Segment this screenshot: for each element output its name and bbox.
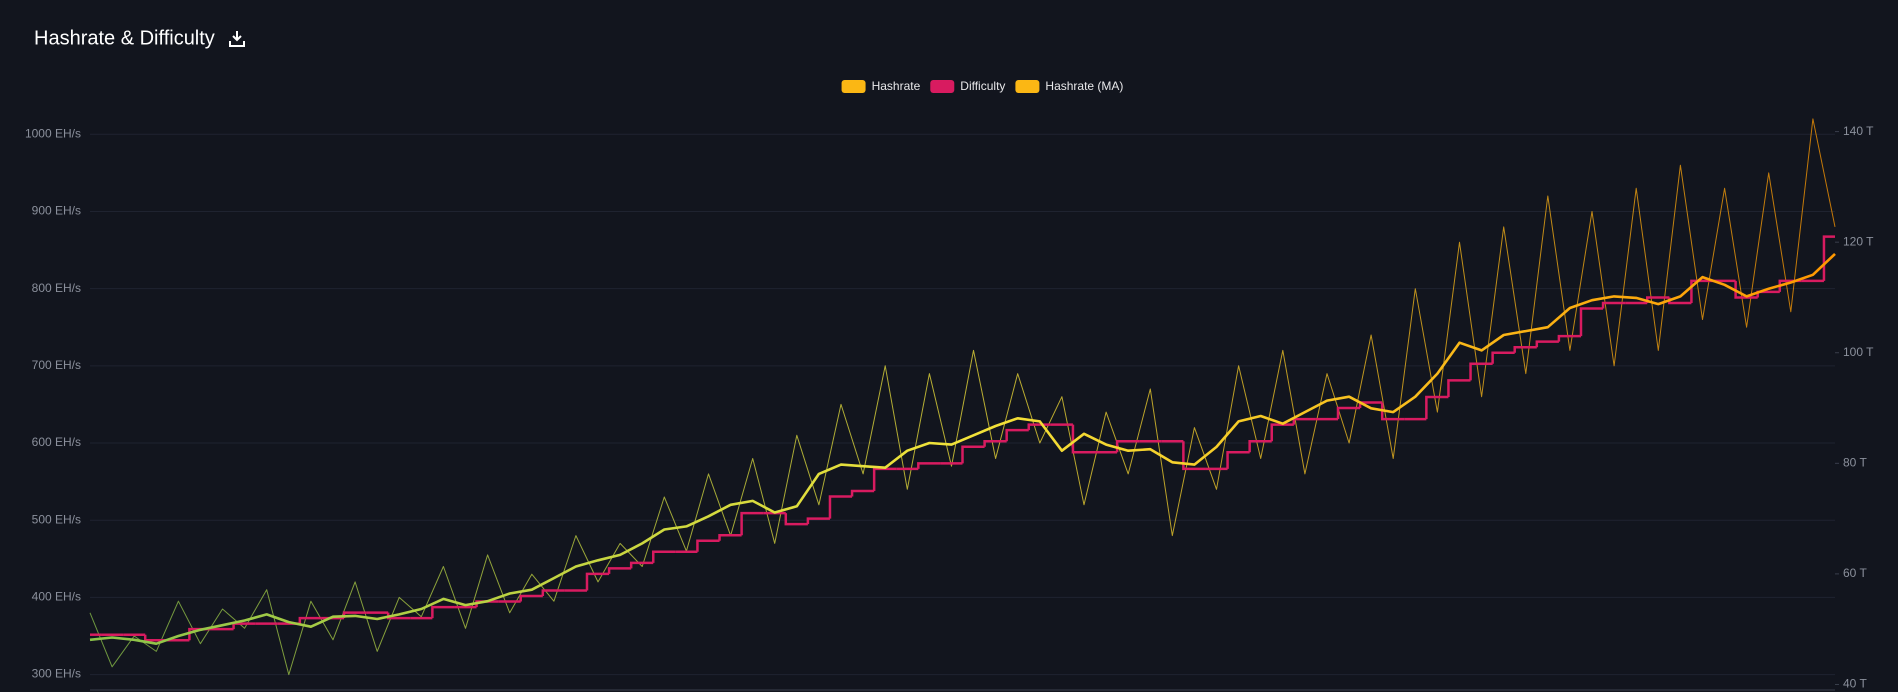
difficulty-step <box>1005 428 1029 442</box>
difficulty-step <box>850 489 875 497</box>
chart-title: Hashrate & Difficulty <box>34 27 215 49</box>
difficulty-step <box>475 600 499 608</box>
y2-tick-label: 140 T <box>1843 124 1874 138</box>
difficulty-step <box>1557 334 1581 342</box>
difficulty-step <box>1248 439 1272 453</box>
difficulty-step <box>806 517 830 525</box>
difficulty-step <box>1380 402 1405 421</box>
legend: Hashrate Difficulty Hashrate (MA) <box>841 79 1123 93</box>
difficulty-step <box>1513 345 1537 353</box>
y-tick-label: 300 EH/s <box>32 667 81 681</box>
difficulty-step <box>1447 379 1471 397</box>
difficulty-step <box>1270 423 1294 442</box>
difficulty-step <box>607 567 632 574</box>
difficulty-step <box>386 612 411 620</box>
difficulty-step <box>872 467 897 491</box>
y2-tick-label: 60 T <box>1843 566 1867 580</box>
legend-label: Difficulty <box>960 79 1005 93</box>
line-2 <box>89 252 1836 645</box>
difficulty-step <box>828 495 853 519</box>
y-tick-label: 700 EH/s <box>32 358 81 372</box>
y-tick-label: 800 EH/s <box>32 281 81 295</box>
y-tick-label: 400 EH/s <box>32 590 81 604</box>
difficulty-step <box>1469 362 1493 381</box>
difficulty-step <box>1071 424 1096 454</box>
y-tick-label: 1000 EH/s <box>25 126 81 140</box>
y2-tick-label: 40 T <box>1843 677 1867 691</box>
difficulty-step <box>1336 406 1361 420</box>
difficulty-step <box>1734 280 1758 299</box>
difficulty-step <box>961 445 985 464</box>
y2-tick-label: 80 T <box>1843 455 1867 469</box>
difficulty-step <box>784 513 808 526</box>
legend-label: Hashrate (MA) <box>1045 79 1123 93</box>
difficulty-step <box>143 634 168 642</box>
difficulty-step <box>718 533 742 541</box>
difficulty-step <box>1579 307 1604 337</box>
difficulty-step <box>298 616 322 624</box>
difficulty-step <box>1226 451 1250 469</box>
difficulty-step <box>1425 395 1449 420</box>
difficulty-step <box>1535 340 1559 348</box>
difficulty-step <box>1690 279 1714 303</box>
difficulty-step <box>629 561 654 569</box>
legend-swatch <box>930 80 955 93</box>
difficulty-step <box>696 539 720 552</box>
y-tick-label: 900 EH/s <box>32 204 81 218</box>
line-0 <box>89 118 1836 676</box>
difficulty-step <box>431 605 455 619</box>
difficulty-step <box>1491 351 1515 364</box>
difficulty-step <box>740 511 764 536</box>
y2-tick-label: 100 T <box>1843 345 1874 359</box>
difficulty-step <box>983 439 1007 447</box>
y-tick-label: 500 EH/s <box>32 512 81 526</box>
legend-label: Hashrate <box>872 79 921 93</box>
difficulty-step <box>652 550 676 563</box>
difficulty-step <box>917 462 941 469</box>
difficulty-step <box>1182 441 1206 471</box>
legend-swatch <box>841 80 866 93</box>
legend-swatch <box>1015 80 1040 93</box>
plot-area: 300 EH/s 400 EH/s 500 EH/s 600 EH/s 700 EH/s… <box>25 118 1874 691</box>
difficulty-step <box>541 589 565 597</box>
download-icon[interactable] <box>229 31 245 47</box>
difficulty-step <box>1601 301 1626 309</box>
download-button[interactable] <box>225 27 249 51</box>
difficulty-step <box>585 572 610 591</box>
difficulty-step <box>519 594 543 602</box>
y-tick-label: 600 EH/s <box>32 435 81 449</box>
y2-tick-label: 120 T <box>1843 234 1874 248</box>
